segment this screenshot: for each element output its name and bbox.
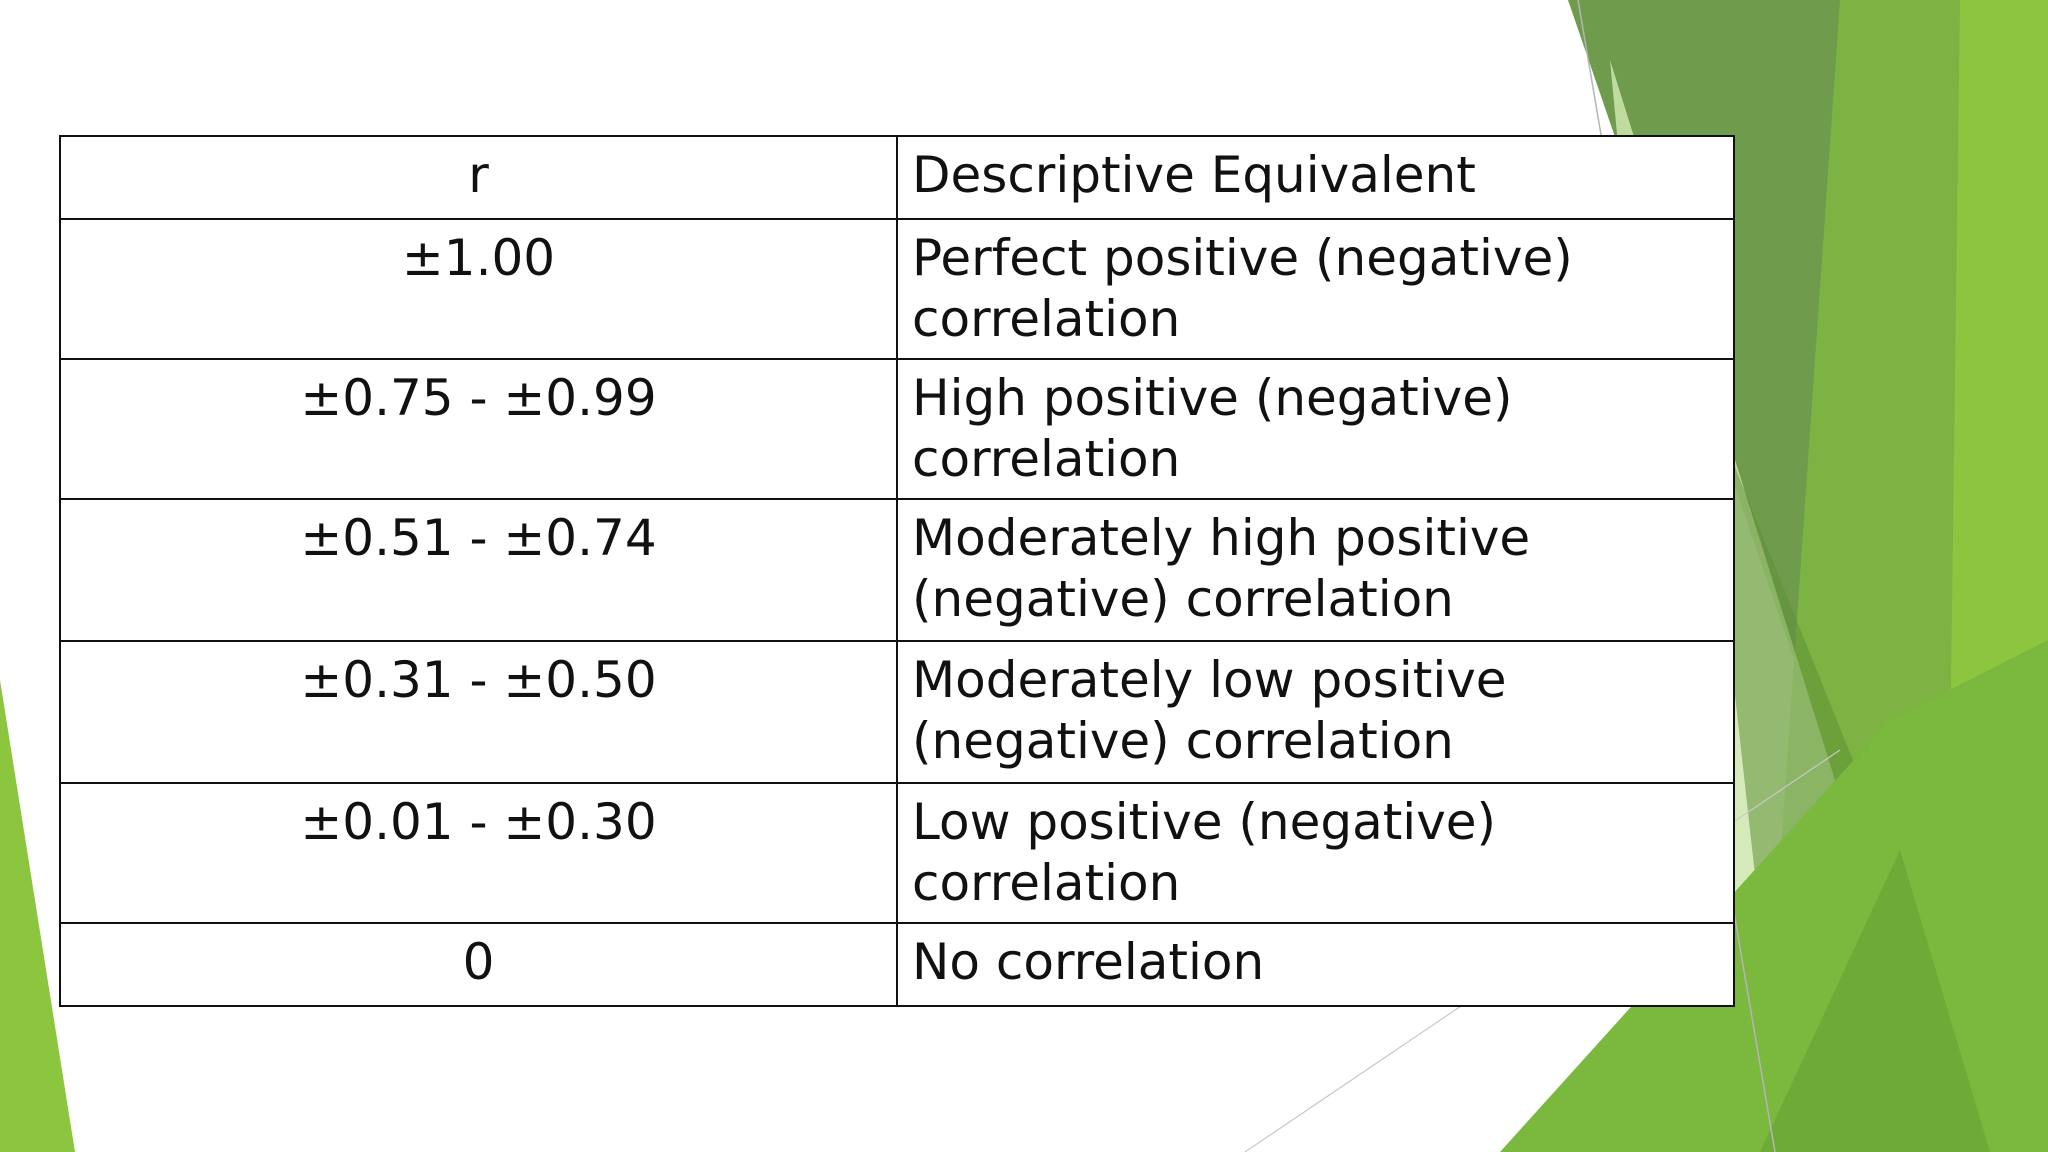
r-value: ±0.75 - ±0.99 — [59, 358, 898, 500]
descriptive-equivalent: Moderately low positive (negative) corre… — [896, 640, 1735, 784]
descriptive-equivalent: Perfect positive (negative) correlation — [896, 218, 1735, 360]
header-descriptive-equivalent: Descriptive Equivalent — [896, 135, 1735, 220]
table-row: ±0.01 - ±0.30 Low positive (negative) co… — [59, 782, 1735, 924]
correlation-table: r Descriptive Equivalent ±1.00 Perfect p… — [59, 135, 1735, 1007]
table-row: ±0.51 - ±0.74 Moderately high positive (… — [59, 498, 1735, 642]
left-green-sliver — [0, 680, 75, 1152]
r-value: ±0.51 - ±0.74 — [59, 498, 898, 642]
table-row: ±0.75 - ±0.99 High positive (negative) c… — [59, 358, 1735, 500]
r-value: 0 — [59, 922, 898, 1007]
table-row: ±1.00 Perfect positive (negative) correl… — [59, 218, 1735, 360]
table-header-row: r Descriptive Equivalent — [59, 135, 1735, 220]
descriptive-equivalent: Low positive (negative) correlation — [896, 782, 1735, 924]
facet-bottom-dark — [1760, 850, 1990, 1152]
table-row: ±0.31 - ±0.50 Moderately low positive (n… — [59, 640, 1735, 784]
r-value: ±1.00 — [59, 218, 898, 360]
r-value: ±0.31 - ±0.50 — [59, 640, 898, 784]
table-row: 0 No correlation — [59, 922, 1735, 1007]
descriptive-equivalent: No correlation — [896, 922, 1735, 1007]
header-r: r — [59, 135, 898, 220]
r-value: ±0.01 - ±0.30 — [59, 782, 898, 924]
descriptive-equivalent: Moderately high positive (negative) corr… — [896, 498, 1735, 642]
descriptive-equivalent: High positive (negative) correlation — [896, 358, 1735, 500]
correlation-table-container: r Descriptive Equivalent ±1.00 Perfect p… — [59, 135, 1735, 1007]
